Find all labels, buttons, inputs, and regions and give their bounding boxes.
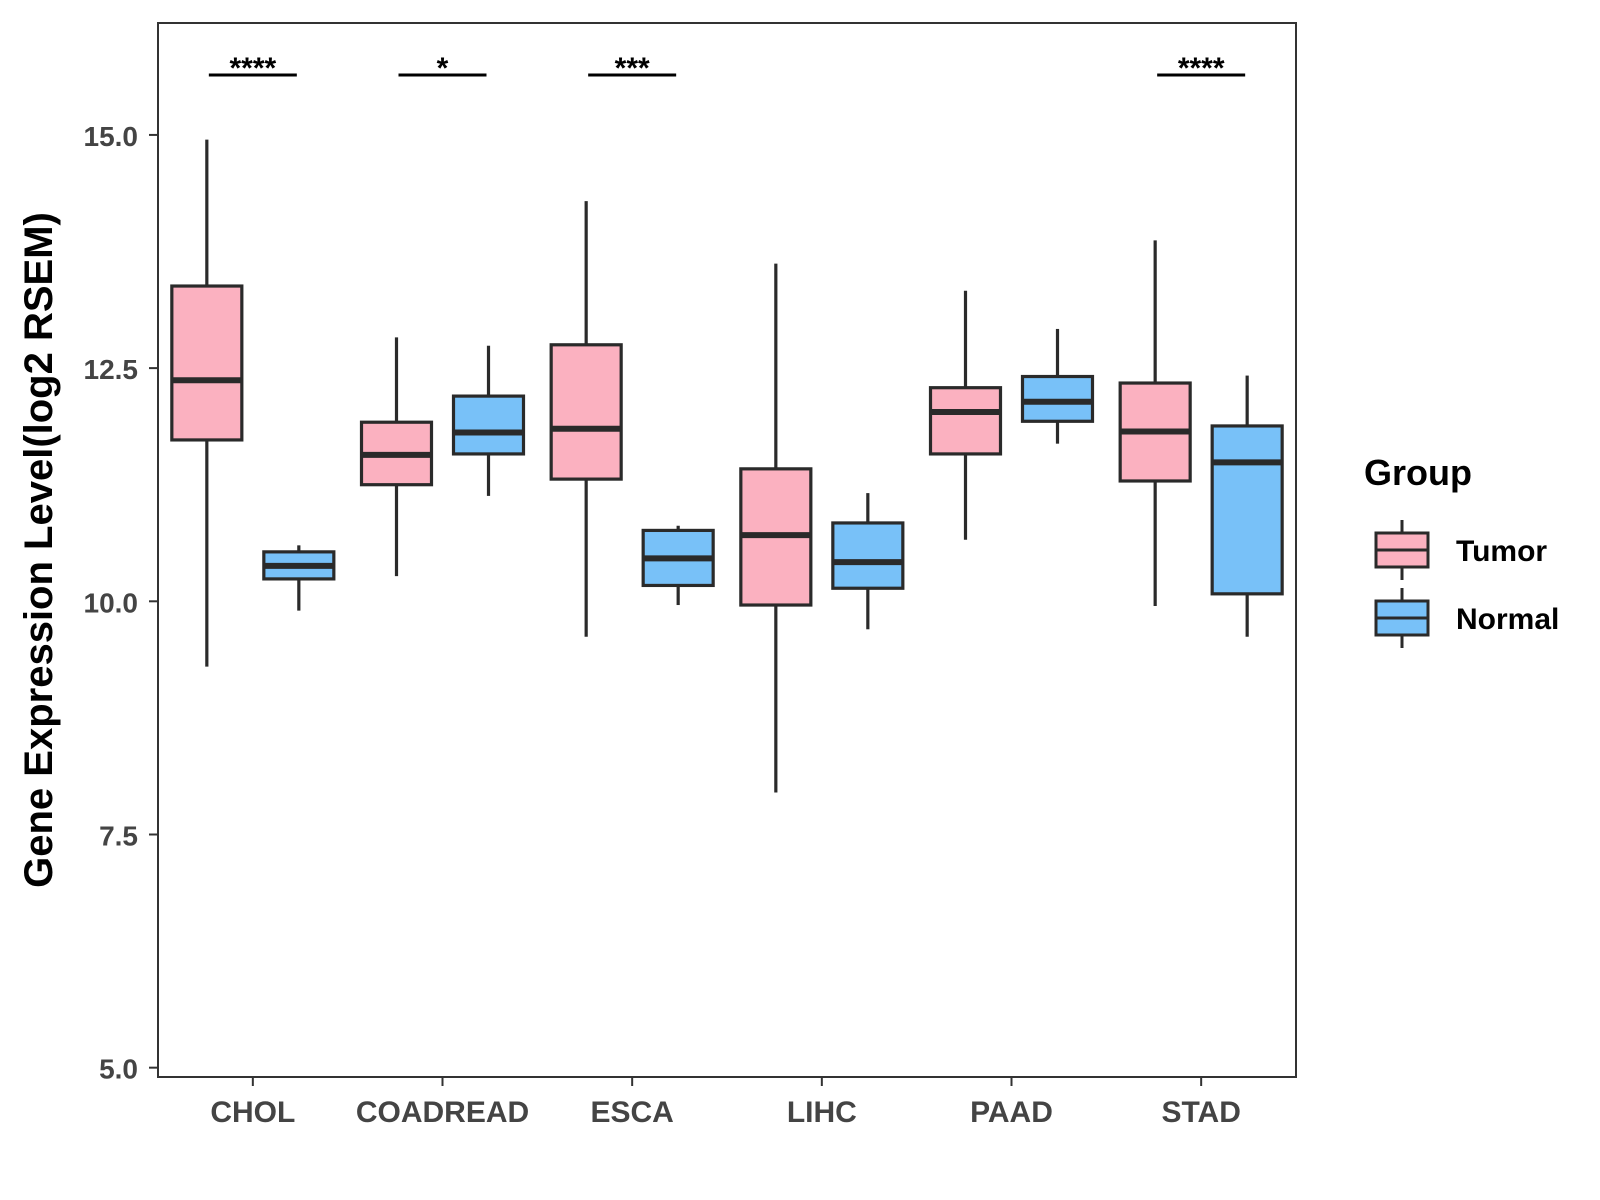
box-series — [170, 139, 1284, 793]
significance-esca: *** — [588, 52, 677, 85]
legend-item-tumor: Tumor — [1374, 520, 1547, 580]
y-tick-label: 15.0 — [84, 121, 139, 152]
box-tumor-stad — [1118, 240, 1192, 606]
x-tick-label: COADREAD — [356, 1096, 529, 1129]
x-tick-label: LIHC — [787, 1096, 857, 1129]
significance-annotations: **** * *** **** — [208, 52, 1246, 85]
box-body — [928, 386, 1003, 456]
box-normal-esca — [641, 525, 715, 606]
box-body — [831, 521, 905, 590]
x-tick-label: ESCA — [590, 1096, 673, 1129]
significance-coadread: * — [398, 52, 487, 85]
legend-title: Group — [1364, 452, 1472, 493]
x-tick-label: PAAD — [970, 1096, 1053, 1129]
legend-label: Normal — [1456, 603, 1559, 636]
x-tick-label: STAD — [1161, 1096, 1240, 1129]
x-tick-label: CHOL — [210, 1096, 295, 1129]
significance-label: **** — [229, 52, 276, 85]
significance-stad: **** — [1157, 52, 1246, 85]
y-tick-label: 12.5 — [84, 354, 139, 385]
box-normal-stad — [1210, 375, 1284, 637]
box-body — [549, 343, 623, 481]
y-tick-label: 5.0 — [99, 1054, 138, 1085]
x-axis: CHOL COADREAD ESCA LIHC PAAD STAD — [210, 1077, 1241, 1129]
box-tumor-esca — [549, 201, 623, 637]
box-normal-lihc — [831, 493, 905, 630]
box-tumor-lihc — [739, 263, 813, 793]
box-body — [170, 284, 244, 442]
box-normal-coadread — [451, 345, 526, 496]
box-tumor-chol — [170, 139, 244, 667]
box-body — [1210, 424, 1284, 596]
legend-label: Tumor — [1456, 535, 1547, 568]
box-normal-chol — [262, 545, 336, 611]
box-normal-paad — [1020, 328, 1095, 444]
box-body — [451, 394, 526, 456]
legend-item-normal: Normal — [1374, 588, 1559, 648]
significance-label: * — [437, 52, 449, 85]
box-tumor-paad — [928, 290, 1003, 540]
significance-label: *** — [615, 52, 650, 85]
y-tick-label: 7.5 — [99, 820, 138, 851]
y-tick-label: 10.0 — [84, 587, 139, 618]
significance-chol: **** — [208, 52, 297, 85]
legend: Group Tumor Normal — [1364, 452, 1559, 648]
y-axis: 5.0 7.5 10.0 12.5 15.0 — [84, 121, 158, 1085]
box-tumor-coadread — [359, 337, 434, 577]
plot-panel — [157, 22, 1297, 1078]
y-axis-title: Gene Expression Level(log2 RSEM) — [17, 212, 61, 888]
significance-label: **** — [1178, 52, 1225, 85]
